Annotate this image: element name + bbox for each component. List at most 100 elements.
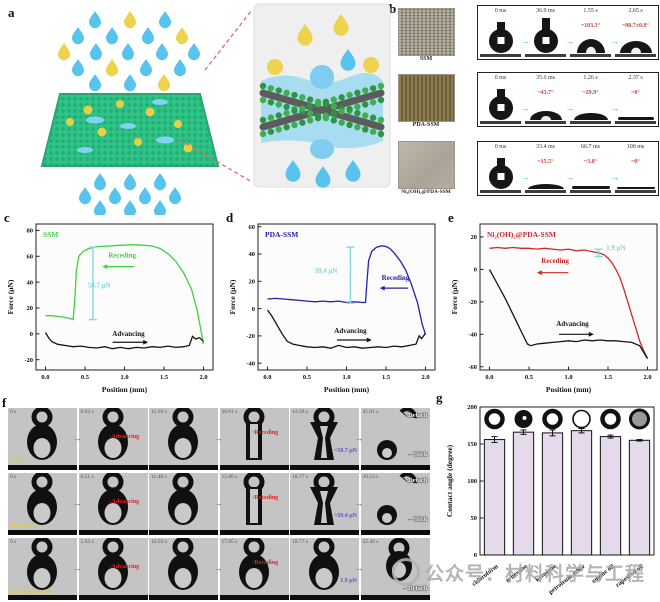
pointer-arrow-icon: ↖ [402, 477, 408, 484]
pda-ssm-photo [398, 74, 455, 122]
video-frame: 6.51 s ↓Advancing [78, 473, 148, 535]
frame-time: 33.4 ms [535, 144, 555, 150]
video-frame: 18.77 s 1.9 μN [290, 538, 359, 600]
svg-text:-20: -20 [468, 299, 477, 306]
droplet-frame: 0 ms [478, 6, 523, 59]
droplet-frame: 66.7 ms ~3.8° [568, 142, 613, 195]
frame-time: 43.28 s [292, 409, 308, 415]
surface-baseline [524, 54, 567, 57]
svg-text:kerosene: kerosene [534, 563, 558, 584]
motion-label: ↓Advancing [108, 434, 140, 440]
transition-arrow-icon: → [565, 102, 575, 113]
surface-baseline [78, 530, 148, 535]
droplet-silhouette [238, 538, 269, 590]
video-frame: 43.28 s ~58.7 μN [290, 408, 359, 470]
motion-label: ↑Receding [251, 430, 279, 436]
transition-arrow-icon: → [72, 498, 82, 508]
svg-text:-40: -40 [246, 360, 255, 367]
svg-text:rapeseed oil: rapeseed oil [614, 563, 644, 589]
svg-text:2.0: 2.0 [643, 374, 651, 381]
transition-arrow-icon: → [565, 171, 575, 182]
svg-text:20: 20 [249, 279, 256, 286]
svg-text:1.5: 1.5 [382, 374, 391, 381]
svg-text:0: 0 [30, 331, 33, 338]
surface-baseline [78, 465, 148, 470]
frame-time: 22.40 s [362, 539, 379, 545]
droplet-silhouette [243, 473, 264, 525]
droplet-silhouette [310, 408, 338, 460]
surface-baseline [78, 595, 148, 600]
frame-time: 36.61 s [221, 409, 238, 415]
surface-baseline [479, 54, 522, 57]
droplet-frame: 36.9 ms [523, 6, 568, 59]
droplet-silhouette [617, 117, 654, 120]
droplet-silhouette [376, 408, 417, 460]
droplet-silhouette [616, 187, 655, 189]
surface-baseline [8, 595, 77, 600]
surface-baseline [360, 530, 430, 535]
svg-text:-20: -20 [246, 333, 255, 340]
material-label: Ni₂(OH)₂@PDA-SSM [10, 589, 53, 594]
surface-baseline [149, 465, 218, 470]
droplet-silhouette [309, 538, 339, 590]
droplet-silhouette [27, 408, 57, 460]
surface-baseline [149, 530, 218, 535]
svg-text:0.5: 0.5 [525, 374, 534, 381]
droplet-frame: 2.65 s ~98.7±0.8° [613, 6, 658, 59]
pointer-arrow-icon: ← [401, 585, 409, 592]
svg-text:40: 40 [27, 279, 34, 286]
svg-text:40: 40 [249, 251, 256, 258]
svg-text:PDA-SSM: PDA-SSM [265, 230, 298, 239]
contact-angle-value: ~103.3° [580, 23, 601, 29]
video-frame: 22.40 s ←Detach [360, 538, 430, 600]
svg-text:Force (μN): Force (μN) [6, 279, 15, 314]
frame-time: 2.37 s [628, 75, 643, 81]
crossed-fibers [259, 89, 385, 131]
transition-arrow-icon: → [72, 563, 82, 573]
ni-oh-pda-ssm-caption: Ni₂(OH)₂@PDA-SSM [401, 189, 451, 195]
droplet-frame: 33.4 ms ~15.5° [523, 142, 568, 195]
filtered-droplets-bottom [79, 173, 181, 215]
transition-arrow-icon: → [610, 35, 620, 46]
frame-time: 0 ms [494, 144, 507, 150]
pointer-arrow-icon: ↖ [402, 412, 408, 419]
droplet-silhouette [168, 473, 198, 525]
frame-time: 15.86 s [221, 474, 238, 480]
svg-text:0.0: 0.0 [41, 374, 49, 381]
surface-baseline [524, 190, 567, 193]
svg-text:1.5: 1.5 [604, 374, 613, 381]
svg-text:SSM: SSM [43, 230, 58, 239]
frame-time: 0 s [10, 474, 17, 480]
svg-text:0.5: 0.5 [81, 374, 90, 381]
surface-baseline [479, 121, 522, 124]
motion-label: ↓Advancing [108, 564, 140, 570]
svg-text:1.0: 1.0 [120, 374, 128, 381]
pda-ssm-caption: PDA-SSM [412, 122, 440, 128]
panel-label-g: g [436, 390, 443, 405]
contact-angle-value: ~0° [631, 90, 640, 96]
contact-angle-value: ~0° [631, 159, 640, 165]
annotation-label: ←Detach [401, 585, 428, 592]
video-frame: 36.61 s ↑Receding [219, 408, 289, 470]
droplet-frame: 1.55 s ~103.3° [568, 6, 613, 59]
svg-text:150: 150 [467, 441, 477, 448]
svg-text:Advancing: Advancing [556, 320, 589, 328]
contact-angle-value: ~43.7° [537, 90, 554, 96]
transition-arrow-icon: → [354, 433, 364, 443]
droplet-silhouette [376, 473, 417, 525]
svg-text:chloroform: chloroform [471, 563, 500, 588]
surface-baseline [290, 465, 359, 470]
motion-label: ↑Receding [251, 560, 279, 566]
svg-text:-40: -40 [468, 332, 477, 339]
frame-time: 1.26 s [583, 75, 598, 81]
annotation-label: ↖Detach [402, 412, 428, 419]
surface-baseline [479, 190, 522, 193]
video-frame: 10.93 s [149, 538, 218, 600]
video-frame: 0 s SSM [8, 408, 77, 470]
droplet-silhouette [571, 186, 610, 189]
annotation-label: ←Stick [406, 516, 428, 523]
ni-oh-pda-ssm-droplet-sequence: 0 ms 33.4 ms ~15.5° 66.7 ms ~3.8° 100 ms ~0° → →… [477, 141, 659, 196]
transition-arrow-icon: → [213, 433, 223, 443]
svg-text:50: 50 [471, 515, 478, 522]
frame-row-pda-ssm: 0 s PDA-SSM 6.51 s ↓Advancing 11.48 s 15.86 s… [8, 473, 432, 535]
